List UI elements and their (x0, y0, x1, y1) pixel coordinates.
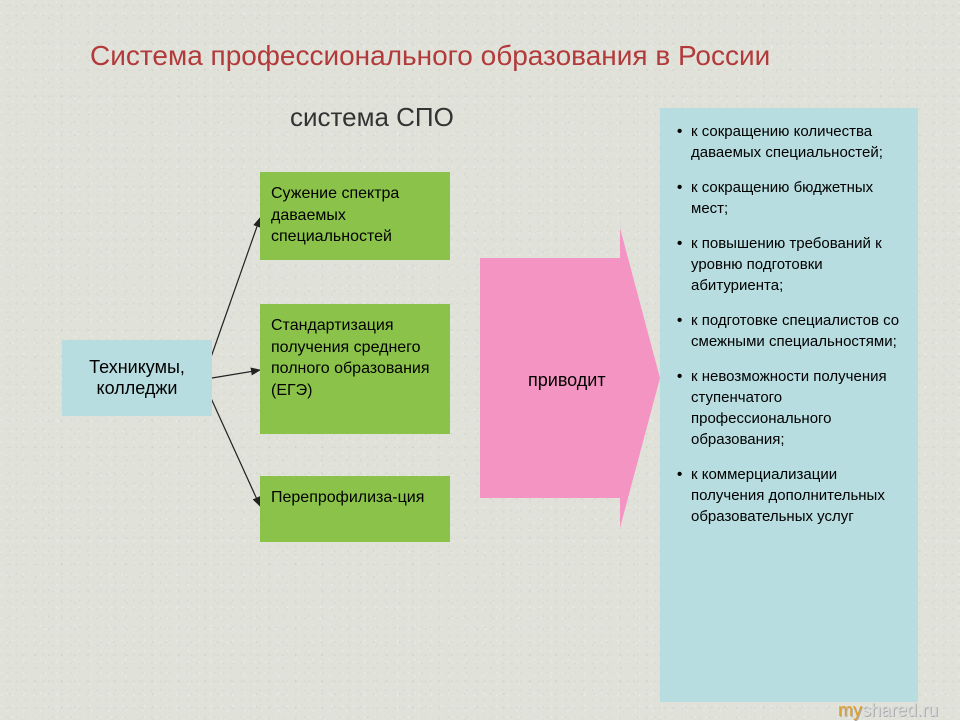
page-subtitle: система СПО (290, 102, 454, 133)
watermark-rest: shared.ru (862, 700, 938, 720)
consequence-item: к повышению требований к уровню подготов… (677, 233, 905, 296)
consequence-item: к сокращению бюджетных мест; (677, 177, 905, 219)
factor-box-1: Стандартизация получения среднего полног… (260, 304, 450, 434)
consequence-item: к коммерциализации получения дополнитель… (677, 464, 905, 527)
consequence-item: к подготовке специалистов со смежными сп… (677, 310, 905, 352)
consequence-item: к невозможности получения ступенчатого п… (677, 366, 905, 450)
source-box-text: Техникумы, колледжи (75, 357, 199, 399)
factor-box-2: Перепрофилиза-ция (260, 476, 450, 542)
consequences-box: к сокращению количества даваемых специал… (660, 108, 918, 702)
watermark: myshared.ru (838, 700, 938, 721)
factor-box-0: Сужение спектра даваемых специальностей (260, 172, 450, 260)
factor-box-0-text: Сужение спектра даваемых специальностей (271, 185, 399, 245)
consequences-list: к сокращению количества даваемых специал… (673, 121, 905, 527)
factor-box-2-text: Перепрофилиза-ция (271, 489, 424, 506)
leads-to-label: приводит (528, 370, 606, 391)
source-box: Техникумы, колледжи (62, 340, 212, 416)
watermark-my: my (838, 700, 862, 720)
factor-box-1-text: Стандартизация получения среднего полног… (271, 317, 430, 399)
consequence-item: к сокращению количества даваемых специал… (677, 121, 905, 163)
page-title: Система профессионального образования в … (90, 40, 770, 72)
